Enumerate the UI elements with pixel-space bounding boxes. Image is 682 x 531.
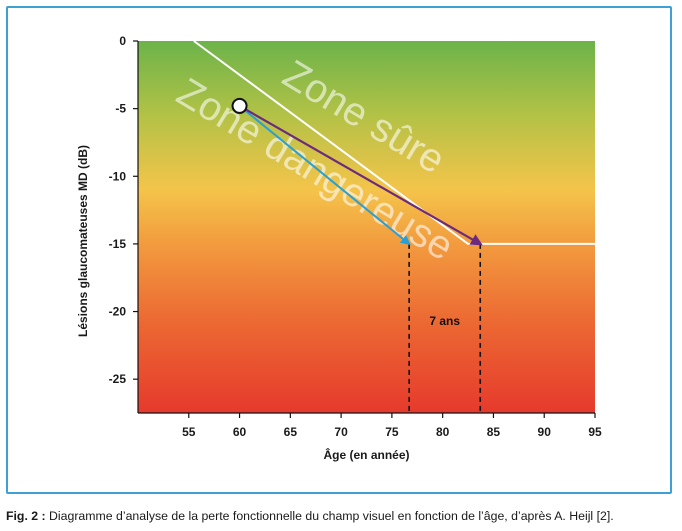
x-tick-label-85: 85 bbox=[487, 425, 501, 439]
figure-caption: Fig. 2 : Diagramme d’analyse de la perte… bbox=[6, 509, 682, 523]
figure-frame bbox=[6, 6, 672, 494]
arrow-purple bbox=[239, 104, 483, 246]
arrow-blue bbox=[238, 105, 411, 246]
plot-background bbox=[138, 41, 595, 413]
y-tick-label-0: 0 bbox=[119, 34, 126, 48]
y-tick-label--15: -15 bbox=[109, 237, 127, 251]
y-tick-label--25: -25 bbox=[109, 372, 127, 386]
y-axis-title: Lésions glaucomateuses MD (dB) bbox=[76, 145, 90, 337]
annotation-7-ans: 7 ans bbox=[429, 314, 460, 328]
y-tick-label--20: -20 bbox=[109, 305, 127, 319]
x-tick-label-60: 60 bbox=[233, 425, 247, 439]
y-tick-label--5: -5 bbox=[115, 102, 126, 116]
x-tick-label-95: 95 bbox=[588, 425, 602, 439]
boundary-line bbox=[193, 40, 595, 245]
start-point bbox=[231, 97, 248, 114]
x-tick-label-65: 65 bbox=[284, 425, 298, 439]
caption-prefix: Fig. 2 : bbox=[6, 509, 46, 523]
x-tick-label-75: 75 bbox=[385, 425, 399, 439]
x-tick-label-90: 90 bbox=[538, 425, 552, 439]
y-tick-label--10: -10 bbox=[109, 169, 127, 183]
x-axis-title: Âge (en année) bbox=[323, 447, 409, 462]
x-tick-label-55: 55 bbox=[182, 425, 196, 439]
x-tick-label-80: 80 bbox=[436, 425, 450, 439]
x-tick-label-70: 70 bbox=[334, 425, 348, 439]
caption-text: Diagramme d’analyse de la perte fonction… bbox=[45, 509, 614, 523]
